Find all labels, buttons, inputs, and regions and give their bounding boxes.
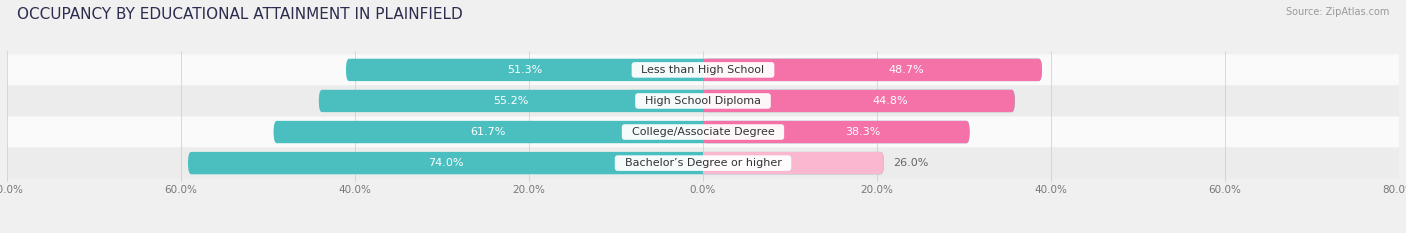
Bar — [703, 90, 706, 112]
Text: High School Diploma: High School Diploma — [638, 96, 768, 106]
Text: 55.2%: 55.2% — [494, 96, 529, 106]
Text: 61.7%: 61.7% — [471, 127, 506, 137]
FancyBboxPatch shape — [7, 116, 1399, 147]
Text: College/Associate Degree: College/Associate Degree — [624, 127, 782, 137]
Bar — [703, 152, 706, 174]
Text: 74.0%: 74.0% — [427, 158, 463, 168]
FancyBboxPatch shape — [274, 121, 970, 143]
Bar — [703, 121, 706, 143]
Bar — [700, 90, 703, 112]
Text: 44.8%: 44.8% — [872, 96, 908, 106]
FancyBboxPatch shape — [7, 147, 1399, 179]
FancyBboxPatch shape — [7, 54, 1399, 86]
Text: Less than High School: Less than High School — [634, 65, 772, 75]
Text: OCCUPANCY BY EDUCATIONAL ATTAINMENT IN PLAINFIELD: OCCUPANCY BY EDUCATIONAL ATTAINMENT IN P… — [17, 7, 463, 22]
Text: 26.0%: 26.0% — [893, 158, 928, 168]
Bar — [700, 152, 703, 174]
Bar — [703, 59, 706, 81]
FancyBboxPatch shape — [703, 59, 1042, 81]
Text: Bachelor’s Degree or higher: Bachelor’s Degree or higher — [617, 158, 789, 168]
FancyBboxPatch shape — [703, 121, 970, 143]
Text: 38.3%: 38.3% — [845, 127, 880, 137]
Text: 51.3%: 51.3% — [506, 65, 543, 75]
FancyBboxPatch shape — [7, 86, 1399, 116]
Bar — [700, 121, 703, 143]
FancyBboxPatch shape — [703, 90, 1015, 112]
Text: 48.7%: 48.7% — [889, 65, 924, 75]
FancyBboxPatch shape — [703, 152, 884, 174]
FancyBboxPatch shape — [346, 59, 1042, 81]
FancyBboxPatch shape — [188, 152, 884, 174]
FancyBboxPatch shape — [319, 90, 1015, 112]
Bar — [700, 59, 703, 81]
Text: Source: ZipAtlas.com: Source: ZipAtlas.com — [1285, 7, 1389, 17]
